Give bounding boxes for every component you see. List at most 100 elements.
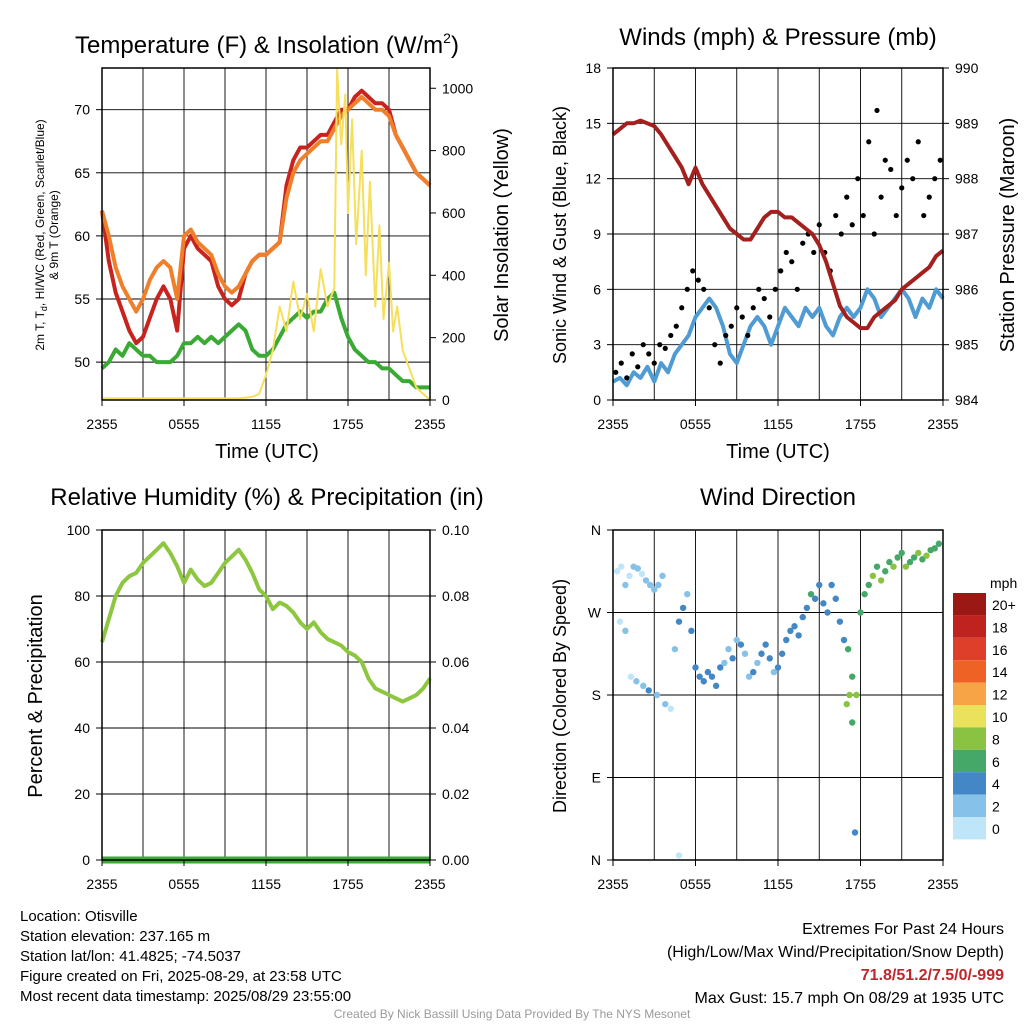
direction-point bbox=[750, 668, 757, 676]
gust-point bbox=[871, 231, 877, 237]
extremes-values: 71.8/51.2/7.5/0/-999 bbox=[860, 967, 1004, 984]
wind-y2-label: Station Pressure (Maroon) bbox=[997, 118, 1019, 353]
gust-point bbox=[833, 212, 839, 219]
direction-point bbox=[828, 581, 835, 589]
gust-point bbox=[866, 139, 872, 145]
legend-label: 16 bbox=[992, 642, 1008, 658]
temp-y-label-line2: & 9m T (Orange) bbox=[47, 190, 61, 280]
direction-point bbox=[745, 673, 753, 680]
x-tick-label: 0555 bbox=[680, 416, 711, 432]
direction-point bbox=[642, 577, 650, 584]
direction-point bbox=[770, 668, 778, 676]
direction-point bbox=[894, 554, 901, 561]
gust-point bbox=[778, 268, 784, 274]
station-location: Location: Otisville bbox=[20, 908, 138, 925]
x-tick-label: 2355 bbox=[414, 416, 445, 432]
gust-point bbox=[921, 212, 927, 219]
y-tick-label: 18 bbox=[585, 60, 601, 76]
y2-tick-label: 990 bbox=[955, 60, 979, 76]
winds-pressure-panel: 2355 0555 1155 1755 2355 0 3 6 9 12 15 18 984 985 986 9… bbox=[585, 60, 978, 432]
direction-point bbox=[766, 655, 773, 662]
direction-point bbox=[733, 636, 740, 644]
legend-swatch bbox=[953, 593, 986, 616]
direction-point bbox=[667, 705, 674, 712]
gust-point bbox=[745, 332, 751, 339]
direction-point bbox=[671, 645, 679, 653]
direction-point bbox=[820, 600, 827, 607]
direction-point bbox=[692, 664, 699, 671]
x-tick-label: 1155 bbox=[763, 876, 793, 892]
direction-point bbox=[849, 719, 856, 726]
y-tick-label: 3 bbox=[593, 337, 601, 353]
direction-point bbox=[662, 700, 669, 708]
direction-point bbox=[783, 636, 790, 644]
x-tick-label: 2355 bbox=[597, 876, 628, 892]
x-tick-label: 2355 bbox=[414, 876, 445, 892]
direction-point bbox=[762, 641, 769, 648]
y2-tick-label: 0 bbox=[442, 392, 450, 408]
y-tick-label: 50 bbox=[74, 354, 90, 370]
figure-created: Figure created on Fri, 2025-08-29, at 23… bbox=[20, 968, 342, 985]
direction-point bbox=[787, 627, 794, 635]
y-tick-label: 65 bbox=[74, 165, 90, 181]
direction-point bbox=[613, 568, 621, 575]
gust-point bbox=[613, 369, 619, 375]
y2-tick-label: 985 bbox=[955, 337, 979, 353]
direction-point bbox=[849, 673, 856, 680]
y2-tick-label: 800 bbox=[442, 143, 466, 159]
gust-point bbox=[844, 194, 850, 200]
direction-point bbox=[840, 636, 848, 644]
legend-label: 14 bbox=[992, 664, 1008, 680]
direction-point bbox=[729, 655, 736, 662]
station-elevation: Station elevation: 237.165 m bbox=[20, 928, 211, 945]
gust-point bbox=[878, 194, 884, 200]
rh-y-label: Percent & Precipitation bbox=[25, 594, 47, 797]
humidity-precip-panel: 2355 0555 1155 1755 2355 0 20 40 60 80 100 0.00 0.02… bbox=[67, 522, 470, 892]
max-gust: Max Gust: 15.7 mph On 08/29 at 1935 UTC bbox=[694, 990, 1005, 1007]
series-line-1 bbox=[100, 95, 432, 314]
direction-point bbox=[886, 558, 893, 566]
legend-swatch bbox=[953, 794, 986, 817]
extremes-box: Extremes For Past 24 Hours (High/Low/Max… bbox=[667, 918, 1004, 1010]
direction-point bbox=[627, 673, 635, 680]
gust-point bbox=[723, 332, 729, 339]
direction-point bbox=[659, 572, 666, 580]
direction-point bbox=[688, 627, 695, 635]
gust-point bbox=[668, 332, 674, 339]
x-tick-label: 1755 bbox=[845, 416, 876, 432]
y2-tick-label: 0.08 bbox=[442, 588, 469, 604]
y2-tick-label: 0.06 bbox=[442, 654, 469, 670]
recent-data: Most recent data timestamp: 2025/08/29 2… bbox=[20, 988, 352, 1005]
legend-swatch bbox=[953, 772, 986, 795]
gust-point bbox=[679, 305, 685, 311]
gust-point bbox=[860, 212, 866, 219]
gust-point bbox=[800, 240, 806, 246]
direction-point bbox=[816, 581, 823, 589]
speed-legend: mph 20+ 18 16 14 12 10 8 6 4 2 0 bbox=[953, 575, 1017, 840]
x-tick-label: 2355 bbox=[597, 416, 628, 432]
y-tick-label: S bbox=[592, 687, 601, 703]
gust-point bbox=[882, 157, 888, 163]
gust-point bbox=[640, 342, 646, 348]
series-line-2 bbox=[100, 290, 430, 390]
y-tick-label: 9 bbox=[593, 226, 601, 242]
gust-point bbox=[756, 286, 762, 292]
gust-point bbox=[789, 259, 795, 265]
dir-y-label: Direction (Colored By Speed) bbox=[550, 579, 570, 813]
gust-point bbox=[915, 139, 921, 145]
direction-point bbox=[882, 568, 889, 575]
direction-point bbox=[708, 673, 716, 680]
direction-point bbox=[857, 609, 864, 616]
series-line-2 bbox=[611, 118, 945, 331]
gust-point bbox=[811, 249, 817, 256]
gust-point bbox=[717, 360, 723, 366]
legend-label: 18 bbox=[992, 619, 1008, 635]
direction-point bbox=[778, 650, 786, 657]
gust-point bbox=[874, 107, 880, 114]
legend-swatch bbox=[953, 817, 986, 840]
gust-point bbox=[783, 249, 789, 256]
direction-point bbox=[799, 613, 806, 621]
direction-point bbox=[851, 829, 859, 836]
x-tick-label: 0555 bbox=[168, 416, 199, 432]
legend-swatch bbox=[953, 660, 986, 683]
